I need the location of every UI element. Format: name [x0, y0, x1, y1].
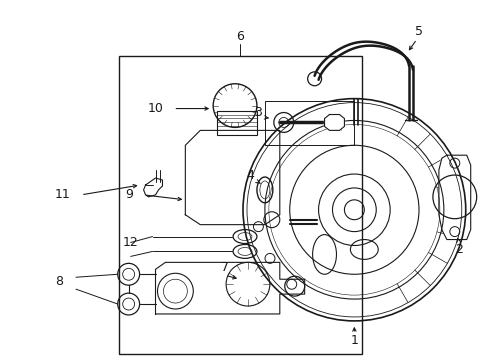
- Text: 9: 9: [125, 188, 133, 201]
- Bar: [119, 56, 362, 354]
- Text: 2: 2: [454, 243, 462, 256]
- Bar: [264, 100, 354, 145]
- Text: 5: 5: [414, 24, 422, 38]
- Polygon shape: [185, 130, 279, 225]
- Text: 4: 4: [245, 168, 253, 181]
- Polygon shape: [438, 155, 470, 239]
- Polygon shape: [155, 262, 304, 314]
- Text: 3: 3: [253, 106, 262, 119]
- Text: 12: 12: [122, 236, 138, 249]
- Polygon shape: [324, 114, 344, 130]
- Text: 7: 7: [221, 261, 229, 274]
- Text: 11: 11: [55, 188, 71, 201]
- Text: 6: 6: [236, 30, 244, 42]
- Text: 10: 10: [147, 102, 163, 115]
- Text: 1: 1: [350, 334, 358, 347]
- Text: 8: 8: [55, 275, 63, 288]
- Bar: [217, 111, 256, 135]
